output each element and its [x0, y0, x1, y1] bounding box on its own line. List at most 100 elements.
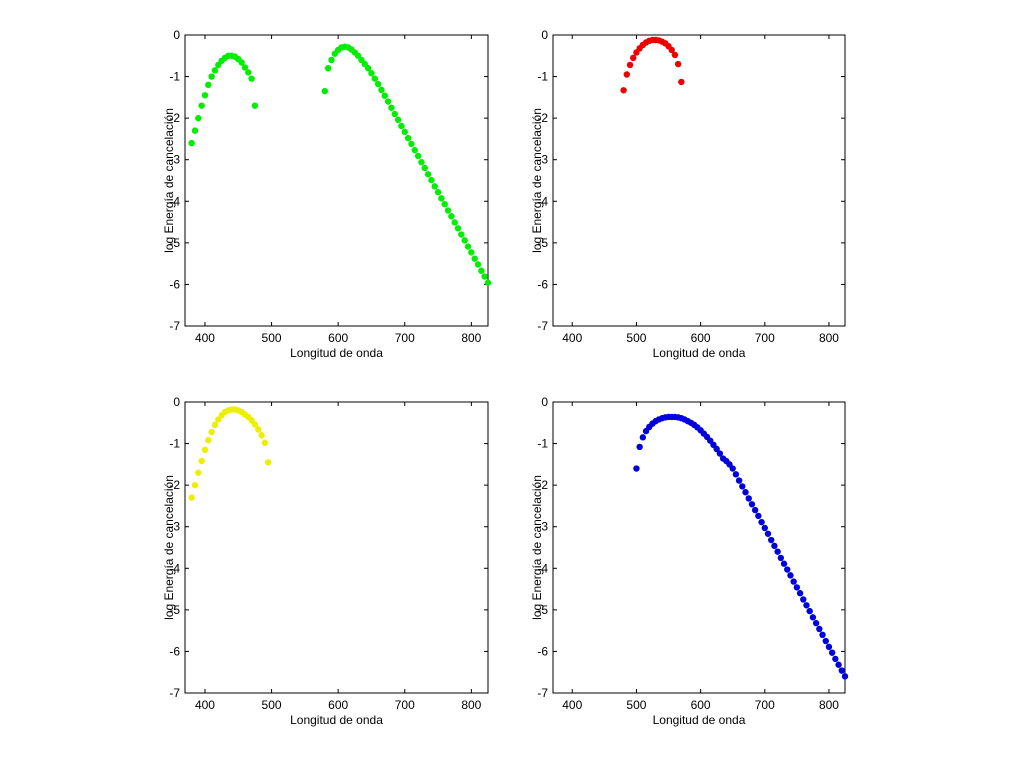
data-point — [729, 465, 736, 472]
data-point — [418, 159, 425, 166]
x-tick-label: 800 — [461, 698, 481, 712]
y-axis-label: log Energía de cancelación — [162, 475, 176, 620]
axes-frame — [184, 401, 489, 694]
y-tick-label: -4 — [537, 194, 548, 208]
data-point — [441, 200, 448, 208]
data-point — [806, 607, 813, 615]
data-point — [777, 554, 785, 562]
data-point — [478, 267, 485, 274]
data-point — [411, 146, 418, 154]
data-point — [639, 434, 647, 441]
data-point — [191, 127, 199, 134]
data-point — [742, 489, 749, 496]
data-point — [454, 225, 462, 232]
x-tick-label: 500 — [262, 698, 282, 712]
axes-frame — [552, 401, 846, 694]
x-tick-label: 800 — [819, 331, 839, 345]
data-point — [633, 465, 640, 472]
x-tick-label: 700 — [395, 331, 415, 345]
data-point — [713, 445, 720, 453]
y-tick-label: -4 — [537, 561, 548, 575]
data-point — [790, 578, 797, 585]
data-point — [251, 102, 259, 109]
y-tick-label: -6 — [537, 644, 548, 658]
data-point — [205, 437, 212, 444]
data-point — [404, 134, 412, 142]
data-point — [368, 70, 375, 77]
axes-frame — [184, 34, 489, 327]
x-tick-label: 400 — [195, 698, 215, 712]
y-tick-label: -6 — [169, 644, 180, 658]
data-point — [835, 661, 842, 668]
y-tick-label: -2 — [537, 111, 548, 125]
data-point — [458, 231, 465, 238]
data-point — [251, 421, 259, 428]
data-point — [787, 572, 794, 579]
data-point — [255, 426, 262, 433]
y-tick-label: -5 — [169, 236, 180, 250]
data-point — [841, 673, 849, 680]
data-point — [421, 164, 428, 172]
data-point — [324, 65, 332, 72]
y-tick-label: -5 — [537, 236, 548, 250]
y-tick-label: 0 — [173, 395, 180, 409]
axes-frame — [552, 34, 846, 327]
x-tick-label: 700 — [755, 698, 775, 712]
data-point — [238, 59, 245, 66]
data-point — [188, 494, 195, 501]
data-point — [384, 98, 392, 105]
x-tick-label: 700 — [755, 331, 775, 345]
data-point — [364, 65, 372, 72]
data-point — [195, 469, 202, 476]
data-point — [803, 602, 810, 609]
data-point — [434, 188, 442, 196]
y-tick-label: -1 — [169, 70, 180, 84]
x-tick-label: 400 — [562, 698, 582, 712]
x-tick-label: 600 — [691, 698, 711, 712]
data-point — [188, 139, 195, 147]
data-point — [674, 60, 682, 68]
data-point — [745, 495, 752, 502]
x-tick-label: 800 — [819, 698, 839, 712]
data-point — [767, 536, 775, 544]
data-point — [481, 273, 488, 280]
y-tick-label: -6 — [169, 277, 180, 291]
data-point — [626, 61, 634, 69]
data-point — [245, 69, 252, 76]
data-point — [388, 104, 395, 111]
data-point — [732, 471, 740, 478]
data-point — [671, 51, 679, 59]
data-point — [784, 566, 791, 573]
data-point — [468, 249, 475, 256]
data-point — [819, 631, 826, 638]
data-point — [195, 114, 202, 122]
y-tick-label: -7 — [169, 319, 180, 333]
x-tick-label: 800 — [461, 331, 481, 345]
data-point — [208, 428, 215, 436]
data-point — [201, 446, 209, 454]
y-tick-label: -1 — [537, 437, 548, 451]
data-point — [461, 237, 468, 244]
data-point — [809, 614, 817, 621]
data-point — [428, 176, 435, 184]
data-point — [755, 512, 762, 520]
data-point — [828, 649, 836, 656]
data-point — [816, 625, 823, 633]
data-point — [474, 261, 482, 268]
data-point — [464, 243, 472, 250]
x-tick-label: 600 — [328, 331, 348, 345]
y-tick-label: -6 — [537, 277, 548, 291]
y-tick-label: -4 — [169, 194, 180, 208]
data-point — [374, 80, 382, 88]
data-point — [771, 542, 778, 550]
y-axis-label: log Energía de cancelación — [162, 108, 176, 253]
data-point — [198, 457, 205, 465]
data-point — [371, 75, 378, 82]
data-point — [258, 432, 265, 439]
x-tick-label: 400 — [195, 331, 215, 345]
data-point — [451, 219, 458, 226]
data-point — [191, 481, 199, 489]
data-point — [198, 102, 205, 109]
x-tick-label: 400 — [562, 331, 582, 345]
